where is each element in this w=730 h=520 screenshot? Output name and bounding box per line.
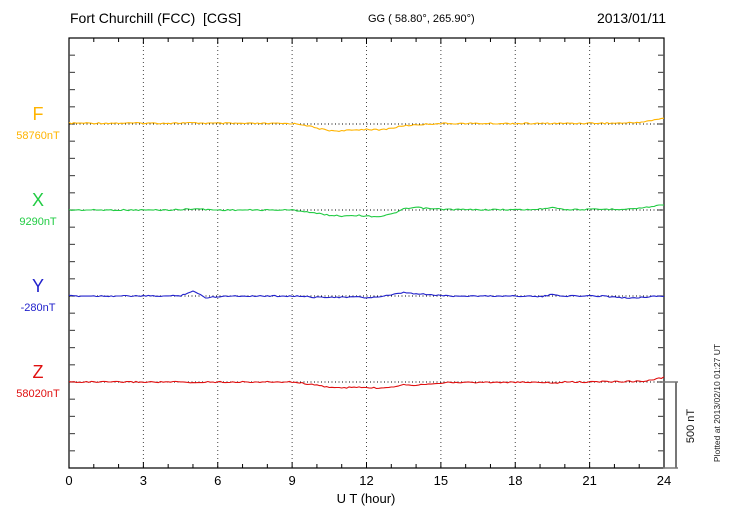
trace-baselines <box>69 123 664 383</box>
scale-bar-label: 500 nT <box>685 408 697 444</box>
x-tick-label: 3 <box>140 473 147 488</box>
series-baseline-y: -280nT <box>20 302 56 314</box>
series-label-x: X 9290nT <box>8 190 68 228</box>
traces <box>68 117 665 390</box>
x-tick-labels: 0 3 6 9 12 15 18 21 24 <box>65 473 671 488</box>
x-tick-label: 24 <box>657 473 671 488</box>
series-letter-z: Z <box>32 362 44 382</box>
series-baseline-x: 9290nT <box>19 216 57 228</box>
x-tick-label: 9 <box>289 473 296 488</box>
scale-bar <box>663 381 678 469</box>
x-tick-label: 0 <box>65 473 72 488</box>
x-axis-title: U T (hour) <box>336 491 396 506</box>
series-letter-x: X <box>31 190 44 210</box>
geographic-coordinates: GG ( 58.80°, 265.90°) <box>368 13 475 25</box>
x-tick-label: 21 <box>582 473 596 488</box>
x-tick-label: 6 <box>214 473 221 488</box>
x-tick-label: 15 <box>434 473 448 488</box>
series-letter-y: Y <box>31 276 44 296</box>
series-baseline-f: 58760nT <box>16 130 60 142</box>
trace-X <box>68 204 665 218</box>
x-tick-label: 18 <box>508 473 522 488</box>
gridlines <box>142 38 591 468</box>
station-title: Fort Churchill (FCC) [CGS] <box>70 10 242 26</box>
trace-Z <box>68 376 665 390</box>
series-label-y: Y -280nT <box>8 276 68 314</box>
series-letter-f: F <box>32 104 44 124</box>
trace-Y <box>69 290 665 299</box>
series-label-f: F 58760nT <box>8 104 68 142</box>
trace-F <box>68 117 665 132</box>
x-tick-label: 12 <box>359 473 373 488</box>
series-label-z: Z 58020nT <box>8 362 68 400</box>
axis-ticks <box>68 38 665 468</box>
plot-date: 2013/01/11 <box>596 10 666 26</box>
series-baseline-z: 58020nT <box>16 388 60 400</box>
plotted-at-note: Plotted at 2013/02/10 01:27 UT <box>712 343 722 463</box>
